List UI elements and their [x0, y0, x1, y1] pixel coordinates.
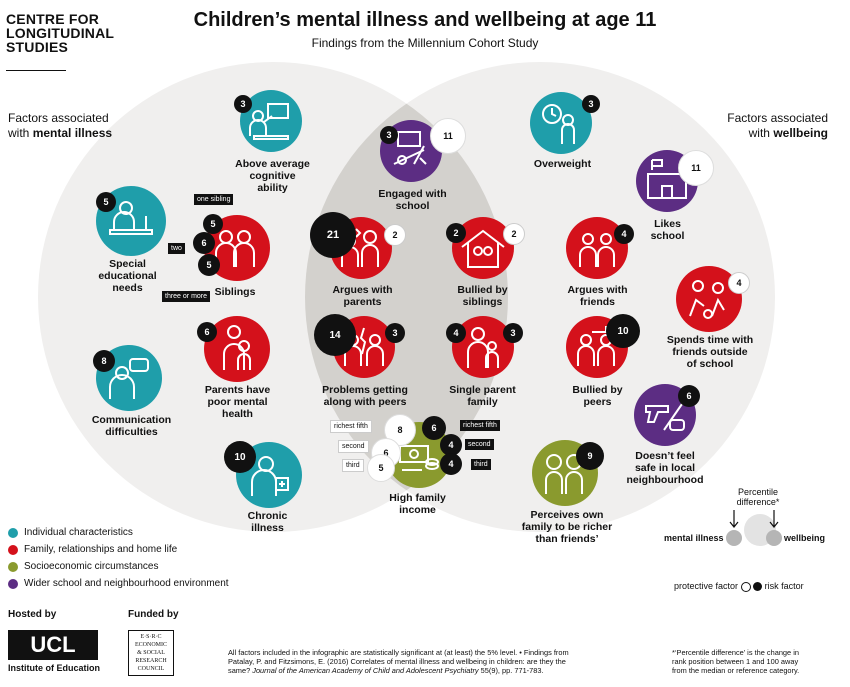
left-heading: Factors associated with mental illness	[8, 111, 113, 140]
tag-third-right: third	[471, 459, 491, 470]
hosted-by-label: Hosted by	[8, 609, 57, 620]
risk-number: 3	[380, 126, 398, 144]
key-percentile-label: Percentile difference*	[736, 487, 780, 507]
factor-label-engaged: Engaged with school	[378, 188, 447, 212]
risk-number: 5	[96, 192, 116, 212]
risk-number: 3	[234, 95, 252, 113]
brand-line-2: LONGITUDINAL	[6, 25, 115, 41]
key-protective: protective factor risk factor	[674, 581, 804, 592]
risk-number: 4	[446, 323, 466, 343]
teacher-icon	[240, 90, 302, 152]
right-heading: Factors associated with wellbeing	[727, 111, 828, 140]
protective-number: 2	[384, 224, 406, 246]
brand-underline	[6, 70, 66, 71]
ucl-subtitle: Institute of Education	[8, 663, 100, 673]
esrc-logo: E·S·R·C ECONOMIC & SOCIAL RESEARCH COUNCIL	[128, 630, 174, 676]
tag-richest-fifth-right: richest fifth	[460, 420, 500, 431]
factor-label-chronic: Chronic illness	[247, 510, 288, 534]
funded-by-label: Funded by	[128, 609, 179, 620]
risk-number: 4	[614, 224, 634, 244]
factor-label-siblings: Siblings	[214, 286, 256, 298]
legend-school: Wider school and neighbourhood environme…	[8, 578, 229, 589]
risk-number: 9	[576, 442, 604, 470]
legend-socioeconomic: Socioeconomic circumstances	[8, 561, 159, 572]
risk-number: 4	[440, 453, 462, 475]
protective-number: 11	[430, 118, 466, 154]
footnote: All factors included in the infographic …	[228, 648, 569, 675]
tag-richest-fifth-left: richest fifth	[330, 420, 372, 433]
factor-label-cognitive: Above average cognitive ability	[235, 158, 310, 194]
risk-number: 5	[203, 214, 223, 234]
risk-number: 10	[606, 314, 640, 348]
risk-number: 6	[193, 232, 215, 254]
risk-number: 6	[422, 416, 446, 440]
key-wellbeing-label: wellbeing	[784, 533, 826, 543]
risk-number: 3	[582, 95, 600, 113]
factor-label-single-parent: Single parent family	[449, 384, 516, 408]
risk-number: 10	[224, 441, 256, 473]
ucl-logo: UCL	[8, 630, 98, 660]
key-diagram	[726, 510, 782, 546]
protective-number: 11	[678, 150, 714, 186]
page-title: Children’s mental illness and wellbeing …	[193, 9, 657, 31]
factor-label-sen: Special educational needs	[98, 258, 157, 294]
factor-label-problems-peers: Problems getting along with peers	[322, 384, 408, 408]
factor-label-bullied-siblings: Bullied by siblings	[457, 284, 508, 308]
risk-number: 6	[678, 385, 700, 407]
tag-three-or-more: three or more	[162, 291, 211, 302]
tag-two: two	[168, 243, 185, 254]
factor-label-argues-parents: Argues with parents	[332, 284, 393, 308]
risk-number: 6	[197, 322, 217, 342]
scale-icon	[530, 92, 592, 154]
risk-number: 21	[310, 212, 356, 258]
protective-number: 2	[503, 223, 525, 245]
tag-one-sibling: one sibling	[194, 194, 234, 205]
risk-number: 3	[503, 323, 523, 343]
protective-number: 4	[728, 272, 750, 294]
tag-second-left: second	[338, 440, 369, 453]
risk-number: 4	[440, 434, 462, 456]
key-mental-label: mental illness	[664, 533, 724, 543]
brand-line-3: STUDIES	[6, 39, 69, 55]
factor-label-friends-outside: Spends time with friends outside of school	[666, 334, 754, 370]
tag-second-right: second	[465, 439, 494, 450]
risk-number: 8	[93, 350, 115, 372]
legend-individual: Individual characteristics	[8, 527, 133, 538]
brand-line-1: CENTRE FOR	[6, 11, 99, 27]
tag-third-left: third	[342, 459, 364, 472]
factor-label-overweight: Overweight	[533, 158, 592, 170]
factor-label-communication: Communication difficulties	[91, 414, 172, 438]
percentile-note: *‘Percentile difference’ is the change i…	[672, 648, 800, 675]
cls-logo: CENTRE FOR LONGITUDINAL STUDIES	[6, 12, 114, 54]
factor-label-likes-school: Likes school	[650, 218, 685, 242]
factor-label-parents-health: Parents have poor mental health	[204, 384, 271, 420]
risk-number: 3	[385, 323, 405, 343]
risk-number: 5	[198, 254, 220, 276]
factor-label-richer: Perceives own family to be richer than fri…	[521, 509, 613, 545]
factor-label-not-safe: Doesn’t feel safe in local neighbourhood	[626, 450, 704, 486]
legend-family: Family, relationships and home life	[8, 544, 177, 555]
page-subtitle: Findings from the Millennium Cohort Stud…	[311, 36, 539, 50]
factor-label-income: High family income	[389, 492, 446, 516]
risk-number: 14	[314, 314, 356, 356]
factor-label-argues-friends: Argues with friends	[567, 284, 628, 308]
factor-label-bullied-peers: Bullied by peers	[572, 384, 623, 408]
risk-number: 2	[446, 223, 466, 243]
protective-number: 5	[367, 454, 395, 482]
